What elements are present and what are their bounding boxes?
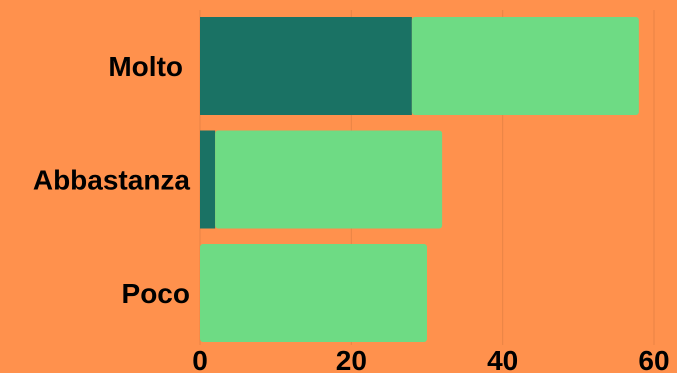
- category-label-molto: Molto: [108, 51, 183, 82]
- bar-poco-series-2: [200, 244, 427, 342]
- x-tick-label-20: 20: [336, 345, 367, 373]
- category-labels: Molto Abbastanza Poco: [33, 51, 191, 309]
- bar-molto-series-2: [411, 17, 639, 115]
- x-axis-ticks: 0 20 40 60: [192, 345, 669, 373]
- x-tick-label-0: 0: [192, 345, 208, 373]
- bar-molto-series-1: [200, 17, 412, 115]
- x-tick-label-60: 60: [638, 345, 669, 373]
- category-label-abbastanza: Abbastanza: [33, 165, 191, 196]
- category-label-poco: Poco: [122, 278, 190, 309]
- x-tick-label-40: 40: [487, 345, 518, 373]
- bars: [200, 17, 639, 342]
- bar-abbastanza-series-1: [200, 130, 216, 229]
- bar-abbastanza-series-2: [215, 130, 443, 229]
